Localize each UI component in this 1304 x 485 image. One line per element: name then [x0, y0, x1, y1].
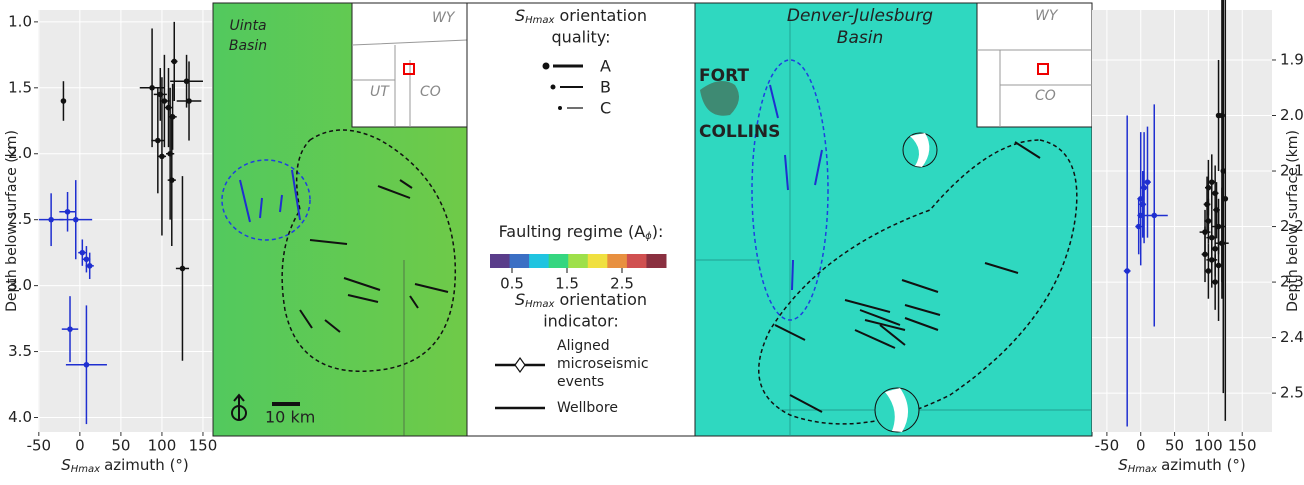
colorbar-cell: [510, 254, 530, 268]
colorbar-cell: [646, 254, 666, 268]
legend-label: B: [600, 78, 611, 97]
map-title: Uinta: [229, 18, 266, 34]
point: [1212, 279, 1218, 285]
point: [1223, 196, 1229, 202]
point: [180, 266, 186, 272]
colorbar-tick-label: 2.5: [610, 275, 634, 293]
point: [1136, 224, 1142, 230]
point: [1206, 268, 1212, 274]
point: [1209, 257, 1215, 263]
colorbar-cell: [529, 254, 549, 268]
point: [149, 85, 155, 91]
point: [1202, 252, 1208, 258]
colorbar-cell: [568, 254, 588, 268]
state-label: WY: [1035, 8, 1059, 24]
legend-label: Wellbore: [557, 400, 618, 416]
axis-subscript: Hmax: [1128, 464, 1157, 475]
colorbar-cell: [549, 254, 569, 268]
colorbar-cell: [627, 254, 647, 268]
point: [155, 138, 161, 144]
y-axis-label: Depth below surface (km): [1285, 130, 1301, 312]
plot-area: [1092, 10, 1272, 432]
x-axis-label: SHmax azimuth (°): [61, 456, 189, 476]
point: [61, 98, 67, 104]
legend-label: C: [600, 99, 611, 118]
point: [1212, 246, 1218, 252]
point: [65, 209, 71, 215]
point: [87, 263, 93, 269]
subscript: Hmax: [525, 299, 554, 310]
point: [1216, 263, 1222, 269]
x-tick-label: -50: [1095, 437, 1120, 455]
point: [169, 177, 175, 183]
y-axis-label: Depth below surface (km): [4, 130, 20, 312]
x-tick-label: 50: [1165, 437, 1184, 455]
axis-subscript: Hmax: [71, 464, 100, 475]
city-label: COLLINS: [699, 122, 780, 142]
legend-label: events: [557, 374, 604, 390]
city-label: FORT: [699, 66, 749, 86]
x-tick-label: 150: [1228, 437, 1257, 455]
point: [159, 154, 165, 160]
point: [171, 59, 177, 65]
point: [186, 98, 192, 104]
legend-title: ):: [652, 222, 664, 241]
point: [1206, 218, 1212, 224]
x-axis-label: SHmax azimuth (°): [1118, 456, 1246, 476]
y-tick-label: 2.0: [1280, 106, 1304, 124]
subscript: Hmax: [525, 15, 554, 26]
point: [67, 326, 73, 332]
x-tick-label: 0: [75, 437, 85, 455]
x-tick-label: -50: [27, 437, 52, 455]
colorbar-tick-label: 0.5: [500, 275, 524, 293]
point: [1151, 213, 1157, 219]
y-tick-label: 2.5: [1280, 384, 1304, 402]
point: [84, 362, 90, 368]
axis-symbol: S: [61, 456, 71, 474]
legend-label: Aligned: [557, 338, 610, 354]
x-tick-label: 100: [148, 437, 177, 455]
y-tick-label: 2.4: [1280, 328, 1304, 346]
legend-label: A: [600, 57, 611, 76]
point: [73, 217, 79, 223]
y-tick-label: 3.5: [8, 342, 32, 360]
point: [80, 250, 86, 256]
state-label: UT: [370, 84, 390, 100]
colorbar-cell: [588, 254, 608, 268]
state-label: WY: [432, 10, 456, 26]
y-tick-label: 1.9: [1280, 50, 1304, 68]
y-tick-label: 1.0: [8, 12, 32, 30]
legend-title: Faulting regime (Aϕ):: [499, 222, 664, 243]
y-tick-label: 1.5: [8, 78, 32, 96]
map-title: Denver-Julesburg: [787, 6, 933, 26]
x-tick-label: 50: [111, 437, 130, 455]
legend-title: Faulting regime (A: [499, 222, 646, 241]
point: [84, 256, 90, 262]
x-tick-label: 100: [1194, 437, 1223, 455]
symbol: S: [515, 6, 525, 25]
state-label: CO: [420, 84, 441, 100]
map-title: Basin: [229, 38, 267, 54]
point: [48, 217, 54, 223]
legend-title: orientation: [559, 6, 647, 25]
point: [1145, 179, 1151, 185]
colorbar-tick-label: 1.5: [555, 275, 579, 293]
axis-symbol: S: [1118, 456, 1128, 474]
legend-title: quality:: [552, 28, 611, 47]
y-tick-label: 4.0: [8, 408, 32, 426]
colorbar-cell: [607, 254, 627, 268]
x-tick-label: 150: [189, 437, 218, 455]
axis-label: azimuth (°): [1161, 456, 1246, 474]
x-tick-label: 0: [1136, 437, 1146, 455]
state-label: CO: [1035, 88, 1056, 104]
legend-label: microseismic: [557, 356, 649, 372]
scale-label: 10 km: [265, 408, 315, 427]
colorbar-cell: [490, 254, 510, 268]
legend-title: indicator:: [543, 312, 619, 331]
point: [1209, 179, 1215, 185]
figure: Uinta Basin WY UT CO 10 km SHmaxorientat…: [0, 0, 1304, 481]
axis-label: azimuth (°): [104, 456, 189, 474]
map-title: Basin: [837, 28, 883, 48]
point: [1124, 268, 1130, 274]
